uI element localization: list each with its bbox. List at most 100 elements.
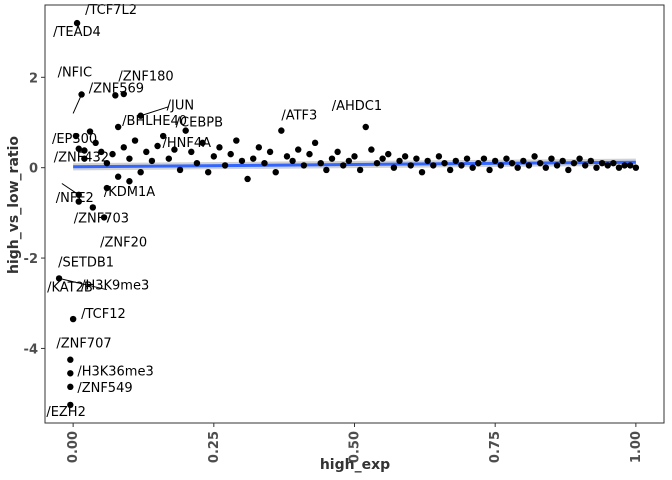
data-point <box>610 159 617 167</box>
data-point <box>351 153 358 160</box>
points-layer <box>55 19 640 409</box>
axes-layer: 0.00 0.25 0.50 0.75 1.00 -4 -2 0 2 <box>24 4 665 463</box>
data-point <box>261 159 268 167</box>
data-point <box>480 155 488 162</box>
data-point <box>525 162 533 169</box>
point-label-znf20: /ZNF20 <box>100 235 147 250</box>
data-point <box>154 142 161 150</box>
data-point <box>396 157 403 165</box>
data-point <box>627 162 634 169</box>
point-label-tcf12: /TCF12 <box>81 307 126 322</box>
data-point <box>553 162 561 169</box>
point-label-atf3: /ATF3 <box>281 109 317 124</box>
data-point <box>278 127 285 134</box>
data-point <box>311 139 319 147</box>
data-point <box>182 127 189 134</box>
data-point <box>497 162 505 169</box>
data-point <box>390 164 398 171</box>
data-point <box>413 155 420 162</box>
point-label-bhlhe40: /BHLHE40 <box>122 114 187 129</box>
data-point <box>148 157 156 165</box>
data-point <box>531 153 538 160</box>
point-label-hnf4a: /HNF4A <box>163 136 212 151</box>
x-tick-label: 0.25 <box>207 431 222 463</box>
data-point <box>469 164 476 171</box>
data-point <box>81 147 88 154</box>
data-point <box>373 159 381 167</box>
point-label-ep300: /EP300 <box>52 132 97 147</box>
point-label-znf703: /ZNF703 <box>74 212 129 227</box>
data-point <box>306 150 313 158</box>
data-point <box>109 150 116 158</box>
data-point <box>458 162 465 169</box>
data-point <box>165 155 172 162</box>
x-tick-label: 0.50 <box>348 431 363 463</box>
data-point <box>89 204 97 211</box>
data-point <box>368 146 375 153</box>
y-tick-label: 2 <box>29 71 38 86</box>
data-point <box>69 315 77 323</box>
data-point <box>503 155 510 162</box>
data-point <box>72 132 80 140</box>
data-point <box>112 92 119 99</box>
label-leader-h3k9me3 <box>58 277 108 291</box>
data-point <box>632 164 640 171</box>
data-point <box>576 155 583 162</box>
data-point <box>120 144 127 151</box>
point-label-nfe2: /NFE2 <box>56 191 94 206</box>
point-label-ezh2: /EZH2 <box>46 405 86 420</box>
data-point <box>188 148 195 156</box>
data-point <box>67 401 74 409</box>
label-leader-nfic <box>72 94 83 114</box>
data-point <box>114 173 122 180</box>
data-point <box>334 148 341 156</box>
data-point <box>559 157 566 165</box>
data-point <box>401 153 409 160</box>
data-point <box>514 164 521 171</box>
data-point <box>582 162 589 169</box>
data-point <box>289 157 296 165</box>
data-point <box>114 123 122 131</box>
data-point <box>542 164 550 171</box>
data-point <box>227 150 234 158</box>
data-point <box>193 159 201 167</box>
data-point <box>266 148 274 156</box>
data-point <box>283 153 291 160</box>
data-point <box>340 162 347 169</box>
data-point <box>75 145 82 152</box>
data-point <box>103 159 111 167</box>
plot-panel-border <box>44 4 665 424</box>
data-point <box>537 159 544 167</box>
data-point <box>441 159 448 167</box>
point-label-h3k9me3: /H3K9me3 <box>81 278 149 293</box>
data-point <box>176 166 184 174</box>
data-point <box>81 155 88 162</box>
data-point <box>452 157 459 165</box>
point-label-setdb1: /SETDB1 <box>58 255 114 270</box>
data-point <box>126 155 133 162</box>
data-point <box>103 184 111 192</box>
data-point <box>593 164 600 171</box>
data-point <box>221 162 229 169</box>
data-point <box>385 150 392 158</box>
point-label-znf180: /ZNF180 <box>118 69 173 84</box>
point-label-znf432: /ZNF432 <box>54 151 109 166</box>
data-point <box>238 157 246 165</box>
data-point <box>131 137 139 144</box>
point-label-znf569: /ZNF569 <box>89 81 144 96</box>
y-tick-label: -2 <box>24 252 38 267</box>
data-point <box>520 157 527 165</box>
data-point <box>126 178 133 185</box>
data-point <box>67 370 74 377</box>
data-point <box>508 159 516 167</box>
point-label-cebpb: /CEBPB <box>176 116 223 131</box>
data-point <box>199 139 206 147</box>
data-point <box>244 175 251 183</box>
point-label-nfic: /NFIC <box>58 65 92 80</box>
data-point <box>356 166 364 174</box>
data-point <box>295 146 302 153</box>
x-tick-label: 0.00 <box>66 431 81 463</box>
x-axis-title: high_exp <box>320 457 390 473</box>
point-label-kdm1a: /KDM1A <box>104 185 155 200</box>
